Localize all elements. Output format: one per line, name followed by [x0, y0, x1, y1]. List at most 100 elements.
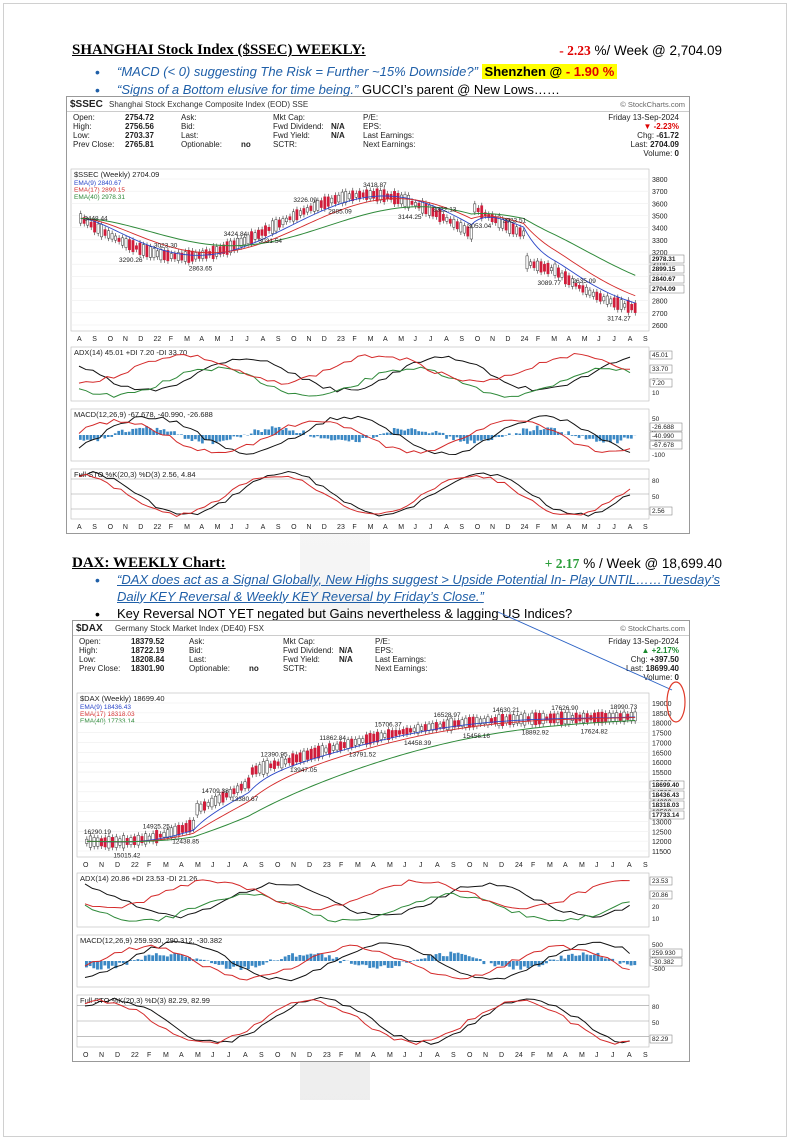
dax-next-earnings-label: Next Earnings:	[375, 664, 428, 673]
candle	[453, 720, 457, 728]
candle	[128, 239, 131, 251]
candle	[525, 255, 529, 270]
candle	[417, 202, 421, 209]
shenzhen-value: - 1.90 %	[565, 64, 615, 79]
candle	[313, 747, 317, 759]
month-label-bottom: N	[291, 1052, 296, 1059]
candle	[434, 210, 438, 218]
macd-bar	[578, 955, 581, 961]
price-tag-text: 2899.15	[652, 266, 676, 273]
candle	[236, 237, 239, 251]
candle	[82, 217, 86, 224]
macd-bar	[202, 959, 206, 961]
month-label-bottom: 23	[323, 1052, 331, 1059]
candle	[229, 240, 232, 253]
macd-bar	[114, 961, 118, 969]
candle	[548, 713, 552, 724]
candle	[309, 748, 313, 760]
candle	[93, 220, 96, 233]
shanghai-weekly-change: - 2.23 %/ Week @ 2,704.09	[559, 43, 722, 59]
month-label-bottom: M	[547, 1052, 553, 1059]
candle	[633, 302, 637, 313]
month-label: F	[339, 862, 343, 869]
candle	[187, 250, 191, 263]
candle	[522, 230, 525, 237]
macd-bar	[533, 961, 537, 965]
month-label: F	[352, 336, 356, 343]
macd-bar	[132, 960, 136, 961]
candle	[158, 833, 162, 838]
adx-tick: 20	[652, 904, 660, 911]
month-label: F	[536, 336, 540, 343]
macd-bar	[535, 425, 539, 435]
price-label: 15456.16	[463, 733, 490, 740]
candle	[564, 271, 567, 285]
macd-bar	[79, 435, 82, 440]
ema17-line	[80, 198, 636, 297]
candle	[483, 212, 487, 216]
macd-bar	[323, 435, 326, 439]
candle	[107, 230, 110, 239]
adx-tag-text: 23.53	[652, 878, 669, 885]
month-label: J	[612, 336, 616, 343]
candle	[557, 267, 560, 278]
macd-bar	[92, 435, 96, 439]
candle	[434, 722, 438, 731]
macd-bar	[201, 435, 204, 444]
macd-bar	[261, 961, 265, 965]
price-label: 3174.27	[607, 316, 631, 323]
candle	[410, 200, 414, 205]
macd-bar	[148, 428, 152, 435]
macd-bar	[291, 430, 295, 435]
price-label: 13380.67	[231, 796, 258, 803]
month-label-bottom: J	[595, 1052, 599, 1059]
candle	[438, 209, 442, 222]
macd-bar	[629, 961, 633, 966]
month-label-bottom: F	[147, 1052, 151, 1059]
macd-bar	[390, 961, 394, 968]
macd-bar	[385, 432, 389, 435]
month-label-bottom: 24	[515, 1052, 523, 1059]
candle	[393, 191, 396, 205]
fwd-div-label: Fwd Dividend:	[273, 122, 324, 131]
month-label: 24	[515, 862, 523, 869]
candle	[162, 832, 166, 838]
macd-bar	[609, 435, 612, 443]
macd-bar	[113, 433, 117, 435]
macd-bar	[480, 435, 483, 441]
dax-optionable-value: no	[249, 664, 259, 673]
macd-bar	[526, 961, 530, 969]
dax-volume-row: Volume: 0	[608, 673, 679, 682]
macd-bar	[515, 961, 519, 966]
macd-bar	[518, 433, 522, 435]
macd-bar	[218, 435, 222, 442]
macd-bar	[235, 961, 239, 967]
price-label: 3089.77	[538, 280, 562, 287]
macd-bar	[372, 961, 375, 968]
candle	[173, 253, 177, 260]
candle	[403, 194, 407, 207]
candle	[319, 200, 323, 208]
candle	[280, 757, 284, 769]
macd-bar	[487, 435, 490, 441]
candle	[333, 195, 337, 204]
candle	[144, 833, 148, 845]
candle	[124, 238, 128, 248]
candle	[414, 202, 417, 207]
candle	[99, 838, 103, 847]
candle	[250, 231, 253, 245]
macd-bar	[399, 429, 403, 435]
macd-bar	[330, 435, 333, 441]
macd-bar	[611, 958, 615, 961]
price-label: 12438.85	[172, 839, 199, 846]
macd-bar	[327, 955, 331, 961]
macd-bar	[215, 435, 218, 443]
candle	[274, 219, 278, 232]
month-label-bottom: A	[77, 524, 82, 531]
month-label-bottom: J	[211, 1052, 215, 1059]
candle	[541, 713, 545, 725]
price-tag-text: 17733.14	[652, 812, 679, 819]
candle	[180, 252, 184, 261]
macd-bar	[349, 961, 353, 964]
volume-label: Volume:	[643, 149, 673, 158]
